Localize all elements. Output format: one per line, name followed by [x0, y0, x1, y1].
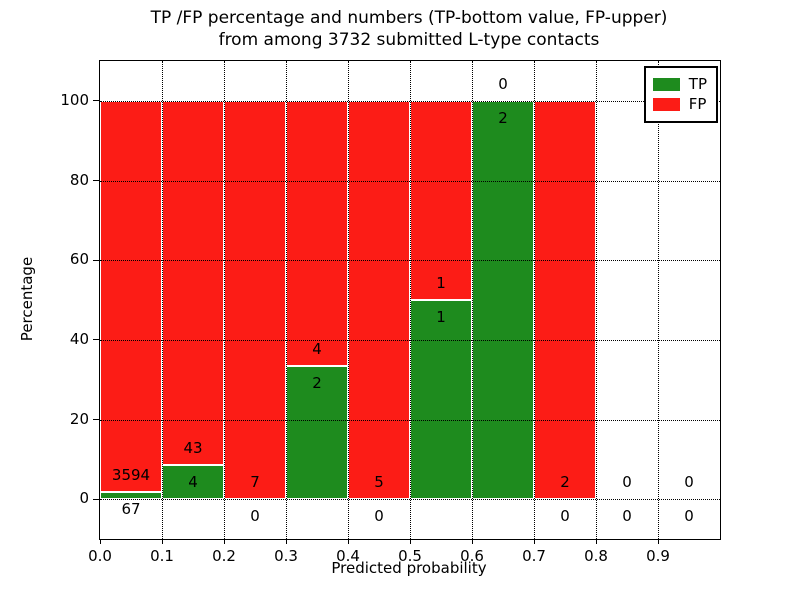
y-tick-label: 20: [69, 409, 89, 428]
x-tick-mark: [347, 539, 349, 544]
fp-bar-segment: [410, 100, 472, 300]
plot-inner: 3594 67 43 4 7 0 4 2 5 0 1 1 0 2 2 0 0 0 0 0 0.0 0.1 0.2 0.3 0.…: [60, 61, 720, 565]
legend-item-fp: FP: [652, 95, 707, 113]
x-gridline: [347, 61, 349, 539]
tp-bar-segment: [162, 465, 224, 500]
tp-count-label: 2: [498, 108, 508, 127]
fp-bar-segment: [286, 100, 348, 367]
labels-layer: 3594 67 43 4 7 0 4 2 5 0 1 1 0 2 2 0 0 0 0 0: [100, 61, 720, 539]
x-gridline: [657, 61, 659, 539]
y-tick-mark: [93, 498, 100, 500]
fp-legend-swatch: [652, 98, 680, 111]
tp-bar-segment: [286, 366, 348, 500]
x-gridline: [471, 61, 473, 539]
y-gridline: [100, 180, 720, 182]
tp-count-label: 0: [622, 506, 632, 525]
x-gridline: [223, 61, 225, 539]
tp-count-label: 0: [684, 506, 694, 525]
tp-count-label: 67: [121, 499, 141, 518]
y-gridline: [100, 260, 720, 262]
x-tick-label: 0.5: [398, 547, 422, 565]
y-gridline: [100, 339, 720, 341]
y-tick-mark: [93, 100, 100, 102]
fp-count-label: 7: [250, 473, 260, 492]
y-tick-label: 0: [79, 489, 89, 508]
x-gridline: [595, 61, 597, 539]
tp-count-label: 0: [560, 506, 570, 525]
y-gridline: [100, 419, 720, 421]
y-tick-mark: [93, 180, 100, 181]
fp-count-label: 1: [436, 273, 446, 292]
y-tick-label: 100: [60, 90, 89, 109]
x-tick-label: 0.3: [274, 547, 298, 565]
legend: TP FP: [643, 66, 718, 123]
y-tick-label: 60: [69, 250, 89, 269]
tp-bar-segment: [410, 300, 472, 500]
x-tick-mark: [99, 539, 101, 544]
fp-count-label: 0: [684, 473, 694, 492]
fp-count-label: 43: [183, 439, 203, 458]
y-tick-label: 80: [69, 170, 89, 189]
x-tick-mark: [409, 539, 411, 544]
y-tick-mark: [93, 419, 100, 420]
x-gridline: [161, 61, 163, 539]
x-gridline: [285, 61, 287, 539]
legend-item-tp: TP: [652, 75, 707, 93]
x-gridline: [533, 61, 535, 539]
x-tick-label: 0.9: [646, 547, 670, 565]
x-tick-mark: [223, 539, 225, 544]
tp-count-label: 0: [250, 506, 260, 525]
y-gridline: [100, 100, 720, 102]
x-gridline: [409, 61, 411, 539]
x-tick-mark: [533, 539, 535, 544]
fp-bar-segment: [348, 100, 410, 500]
x-tick-mark: [595, 539, 597, 544]
fp-legend-label: FP: [688, 95, 707, 113]
grid-layer: [100, 61, 720, 539]
x-tick-label: 0.1: [150, 547, 174, 565]
tp-count-label: 1: [436, 307, 446, 326]
fp-count-label: 2: [560, 473, 570, 492]
tp-count-label: 4: [188, 472, 198, 491]
tp-legend-swatch: [652, 78, 680, 91]
bars-layer: [100, 61, 720, 539]
tp-bar-segment: [472, 100, 534, 500]
x-tick-mark: [161, 539, 163, 544]
x-tick-label: 0.4: [336, 547, 360, 565]
tp-count-label: 2: [312, 374, 322, 393]
x-tick-label: 0.8: [584, 547, 608, 565]
x-tick-label: 0.2: [212, 547, 236, 565]
fp-count-label: 4: [312, 340, 322, 359]
chart-title-line-1: TP /FP percentage and numbers (TP-bottom…: [150, 8, 668, 28]
fp-count-label: 3594: [111, 465, 151, 484]
fp-count-label: 0: [498, 74, 508, 93]
x-tick-mark: [471, 539, 473, 544]
x-tick-label: 0.6: [460, 547, 484, 565]
y-tick-mark: [93, 339, 100, 341]
tp-legend-label: TP: [688, 75, 707, 93]
x-axis-label: Predicted probability: [331, 559, 487, 577]
ticks-layer: 0.0 0.1 0.2 0.3 0.4 0.5 0.6 0.7 0.8 0.9 0 20 40 60 80 1…: [60, 61, 720, 565]
chart-title: TP /FP percentage and numbers (TP-bottom…: [99, 7, 719, 51]
x-tick-label: 0.0: [88, 547, 112, 565]
y-axis-label: Percentage: [18, 256, 36, 342]
y-tick-mark: [93, 259, 100, 261]
chart-title-line-2: from among 3732 submitted L-type contact…: [218, 30, 600, 50]
x-tick-label: 0.7: [522, 547, 546, 565]
y-tick-label: 40: [69, 329, 89, 348]
fp-count-label: 0: [622, 473, 632, 492]
y-gridline: [100, 499, 720, 501]
fp-bar-segment: [534, 100, 596, 500]
plot-area: 3594 67 43 4 7 0 4 2 5 0 1 1 0 2 2 0 0 0 0 0 0.0 0.1 0.2 0.3 0.…: [60, 60, 721, 565]
x-tick-mark: [285, 539, 287, 544]
fp-count-label: 5: [374, 473, 384, 492]
x-tick-mark: [657, 539, 659, 544]
tp-count-label: 0: [374, 506, 384, 525]
